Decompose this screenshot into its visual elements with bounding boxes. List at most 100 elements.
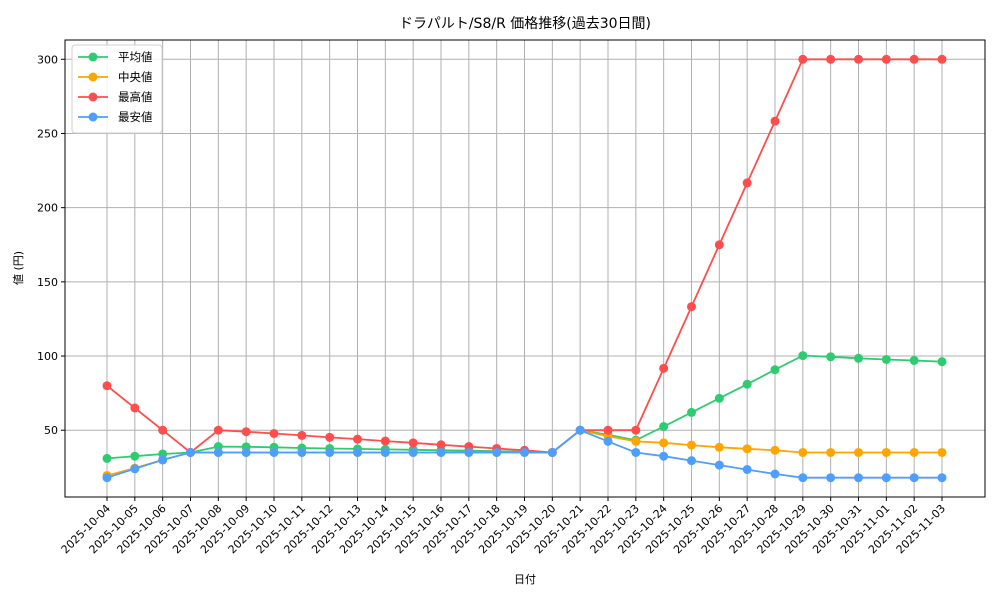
y-tick-label: 50: [44, 424, 58, 437]
data-point: [631, 425, 641, 435]
series-最安値: [102, 425, 947, 483]
data-point: [742, 178, 752, 188]
data-point: [520, 447, 529, 457]
data-point: [909, 54, 919, 64]
y-tick-label: 250: [37, 127, 58, 140]
data-point: [937, 473, 947, 483]
y-tick-label: 100: [37, 350, 58, 363]
axes: 2025-10-042025-10-052025-10-062025-10-07…: [37, 53, 948, 556]
data-point: [186, 447, 195, 457]
y-tick-label: 300: [37, 53, 58, 66]
data-point: [269, 428, 279, 438]
data-point: [714, 393, 724, 403]
data-point: [130, 403, 140, 413]
data-point: [547, 447, 557, 457]
data-point: [881, 54, 891, 64]
data-point: [659, 451, 669, 461]
data-point: [714, 460, 724, 470]
data-point: [826, 447, 836, 457]
data-point: [603, 436, 613, 446]
data-point: [937, 357, 947, 367]
data-point: [158, 425, 168, 435]
legend-item: 中央値: [78, 70, 153, 84]
data-point: [826, 473, 836, 483]
legend-box: [71, 44, 163, 134]
data-point: [798, 351, 808, 361]
data-point: [826, 54, 836, 64]
data-point: [575, 425, 585, 435]
data-point: [408, 438, 418, 448]
legend-marker-icon: [88, 52, 98, 62]
data-point: [353, 447, 362, 457]
legend-item: 最安値: [78, 110, 153, 124]
data-point: [436, 440, 446, 450]
data-point: [158, 455, 168, 465]
legend-item: 平均値: [78, 50, 153, 64]
data-point: [464, 447, 474, 457]
data-point: [380, 447, 390, 457]
data-point: [826, 352, 836, 362]
data-point: [687, 456, 696, 466]
data-point: [687, 302, 696, 312]
data-point: [937, 447, 947, 457]
data-point: [770, 469, 780, 479]
data-point: [881, 473, 891, 483]
data-point: [297, 447, 307, 457]
data-point: [631, 447, 641, 457]
data-point: [436, 447, 446, 457]
data-point: [742, 444, 752, 454]
data-point: [854, 473, 863, 483]
y-tick-label: 200: [37, 202, 58, 215]
grid: [65, 40, 985, 497]
legend-marker-icon: [88, 72, 98, 82]
data-point: [213, 447, 223, 457]
data-point: [241, 427, 251, 437]
data-point: [325, 432, 335, 442]
data-point: [742, 465, 752, 475]
y-axis-label: 値 (円): [12, 251, 25, 285]
data-point: [854, 54, 863, 64]
legend-marker-icon: [88, 92, 98, 102]
data-point: [213, 425, 223, 435]
legend-label: 平均値: [118, 50, 153, 64]
data-point: [102, 453, 112, 463]
data-point: [102, 473, 112, 483]
data-point: [854, 353, 863, 363]
data-point: [102, 381, 112, 391]
data-point: [659, 438, 669, 448]
data-point: [909, 355, 919, 365]
data-point: [714, 442, 724, 452]
data-point: [408, 447, 418, 457]
data-point: [770, 365, 780, 375]
data-point: [770, 116, 780, 126]
data-point: [241, 447, 251, 457]
data-point: [881, 354, 891, 364]
legend-marker-icon: [88, 112, 98, 122]
data-point: [687, 407, 696, 417]
data-point: [659, 422, 669, 432]
legend-label: 最安値: [118, 110, 153, 124]
data-point: [659, 363, 669, 373]
data-point: [909, 447, 919, 457]
data-point: [130, 464, 140, 474]
data-point: [353, 434, 362, 444]
chart-title: ドラパルト/S8/R 価格推移(過去30日間): [399, 16, 651, 32]
data-point: [854, 447, 863, 457]
data-point: [325, 447, 335, 457]
x-axis-label: 日付: [514, 573, 536, 586]
series-lines: [102, 54, 947, 483]
data-point: [269, 447, 279, 457]
data-point: [631, 436, 641, 446]
data-point: [881, 447, 891, 457]
data-point: [380, 436, 390, 446]
data-point: [909, 473, 919, 483]
data-point: [297, 430, 307, 440]
data-point: [714, 240, 724, 250]
legend-label: 中央値: [118, 70, 153, 84]
data-point: [798, 447, 808, 457]
data-point: [492, 447, 502, 457]
legend-label: 最高値: [118, 90, 153, 104]
data-point: [798, 54, 808, 64]
